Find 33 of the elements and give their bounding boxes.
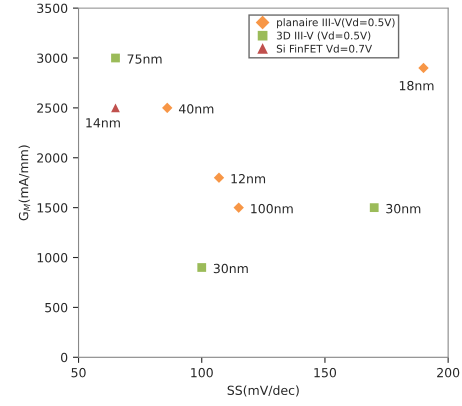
x-tick-label: 150 [314,368,336,378]
legend-label: Si FinFET Vd=0.7V [276,44,372,53]
annotation: 12nm [231,174,266,184]
x-tick-label: 100 [191,368,213,378]
legend-label: 3D III-V (Vd=0.5V) [276,31,370,41]
annotation: 18nm [400,80,434,90]
x-tick-label: 50 [72,368,86,378]
y-tick-label: 3000 [37,53,68,63]
y-tick-label: 2000 [37,153,68,163]
point [162,102,172,114]
point [234,202,244,213]
annotation: 14nm [86,118,120,128]
annotation: 75nm [128,54,162,64]
legend-label: planaire III-V(Vd=0.5V) [277,18,395,28]
y-tick-label: 1000 [38,252,68,262]
y-axis-title: G$_{M}$(mA/mm) [18,145,30,220]
x-tick-label: 200 [437,368,460,378]
annotation: 40nm [178,104,214,114]
y-tick-label: 3500 [37,4,68,14]
y-tick-label: 500 [45,302,68,312]
y-tick-label: 1500 [38,203,68,213]
x-axis-title: SS(mV/dec) [228,385,299,396]
point [197,263,206,272]
annotation: 30nm [214,264,248,274]
point [418,62,429,74]
annotation: 30nm [386,204,420,214]
y-tick-label: 0 [60,352,68,362]
annotation: 100nm [251,204,293,214]
point [370,203,379,212]
point [111,103,120,112]
point [111,54,120,62]
y-tick-label: 2500 [37,103,68,113]
point [214,172,224,183]
